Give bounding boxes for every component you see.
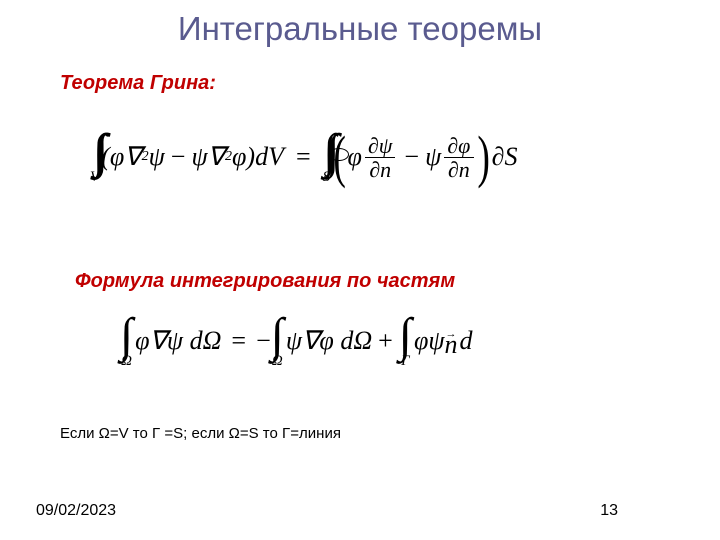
formula-green: ∫∫∫ V ( φ ∇2 ψ − ψ ∇2 φ ) dV = ∫∫ S ( φ (90, 130, 517, 185)
formula-by-parts: ∫ Ω φ∇ψ dΩ = − ∫ Ω ψ∇φ dΩ + ∫ Γ φψ → n d (120, 314, 473, 369)
footer-page-number: 13 (600, 502, 618, 520)
triple-integral: ∫∫∫ V (90, 130, 99, 185)
closed-surface-integral: ∫∫ S (323, 130, 331, 185)
fraction-dpsi-dn: ∂ψ ∂n (364, 134, 397, 181)
integral-omega-1: ∫ Ω (120, 314, 133, 369)
note-domains: Если Ω=V то Γ =S; если Ω=S то Γ=линия (60, 425, 341, 442)
vector-n: → n (445, 332, 458, 351)
footer-date: 09/02/2023 (36, 502, 116, 520)
integral-gamma: ∫ Γ (399, 314, 412, 369)
subheading-green-theorem: Теорема Грина: (60, 72, 216, 95)
fraction-dphi-dn: ∂φ ∂n (443, 134, 474, 181)
slide-title: Интегральные теоремы (0, 0, 720, 48)
subheading-integration-by-parts: Формула интегрирования по частям (75, 270, 455, 293)
slide: Интегральные теоремы Теорема Грина: ∫∫∫ … (0, 0, 720, 540)
integral-omega-2: ∫ Ω (271, 314, 284, 369)
